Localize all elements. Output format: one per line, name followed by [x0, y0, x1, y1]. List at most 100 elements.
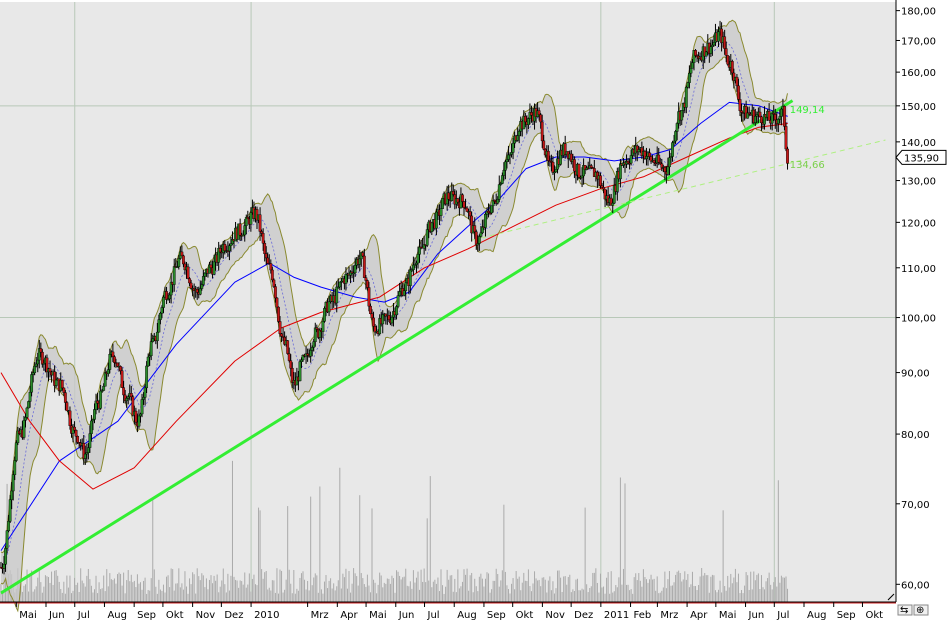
candle-body	[31, 372, 35, 375]
candle-body	[680, 110, 684, 121]
bollinger-upper-line	[0, 19, 788, 554]
candle-body	[408, 269, 412, 286]
bollinger-middle-line	[0, 40, 788, 569]
candle-body	[278, 321, 282, 334]
candle-body	[321, 321, 325, 332]
x-tick-label: 2011	[604, 610, 629, 621]
candle-body	[125, 398, 129, 402]
candle-body	[577, 163, 581, 178]
candle-body	[474, 231, 478, 246]
candle-body	[90, 420, 93, 434]
candle-body	[572, 159, 576, 172]
y-tick-label: 80,00	[901, 430, 930, 441]
candle-body	[335, 286, 339, 304]
y-tick-label: 60,00	[901, 580, 930, 591]
candle-body	[63, 392, 67, 403]
candle-body	[91, 419, 95, 422]
candle-body	[287, 353, 291, 361]
candle-body	[370, 313, 374, 319]
candle-body	[28, 391, 32, 402]
candle-body	[180, 251, 184, 257]
scroll-left-icon: ⇆	[900, 605, 908, 616]
candle-body	[151, 338, 155, 342]
candle-body	[465, 207, 469, 212]
x-tick-label: Nov	[196, 610, 216, 621]
candle-body	[663, 167, 667, 172]
candle-body	[309, 350, 313, 357]
candle-body	[45, 357, 49, 373]
y-tick-label: 140,00	[901, 138, 936, 149]
x-tick-label: Sep	[837, 610, 856, 621]
candle-body	[76, 436, 80, 443]
x-tick-label: Sep	[137, 610, 156, 621]
candle-body	[709, 46, 713, 54]
candle-body	[189, 282, 193, 289]
candle-body	[516, 135, 520, 141]
candle-body	[260, 231, 264, 234]
x-tick-label: Mrz	[660, 610, 678, 621]
candle-body	[372, 317, 375, 327]
candle-body	[760, 116, 763, 124]
candle-body	[689, 68, 693, 74]
candle-body	[13, 460, 17, 475]
candle-body	[462, 201, 466, 208]
candle-body	[537, 110, 541, 115]
candle-body	[540, 121, 544, 142]
scroll-controls[interactable]: ⇆ ⊕	[887, 593, 929, 616]
candle-body	[776, 119, 780, 124]
candle-body	[687, 72, 691, 83]
candle-body	[505, 159, 509, 163]
candle-body	[7, 521, 11, 531]
candle-body	[24, 417, 27, 421]
x-tick-label: Sep	[487, 610, 506, 621]
candle-body	[648, 152, 651, 157]
candle-body	[108, 354, 112, 370]
candle-body	[301, 354, 305, 361]
candle-body	[738, 99, 742, 111]
x-tick-label: Jul	[77, 610, 90, 621]
zoom-button[interactable]	[913, 604, 929, 616]
x-tick-label: 2010	[254, 610, 279, 621]
y-tick-label: 170,00	[901, 36, 936, 47]
moving-average-layer	[0, 101, 788, 551]
candle-body	[137, 415, 141, 427]
candle-body	[228, 245, 231, 252]
candle-body	[162, 296, 165, 308]
candle-body	[54, 379, 58, 386]
candle-body	[369, 305, 372, 314]
bollinger-lower-line	[0, 56, 788, 613]
candle-body	[767, 111, 771, 121]
candle-body	[83, 453, 87, 459]
candle-body	[203, 272, 207, 277]
scroll-left-button[interactable]	[897, 604, 913, 616]
trendline-layer	[0, 99, 886, 595]
y-tick-label: 150,00	[901, 102, 936, 113]
candle-body	[272, 279, 276, 287]
y-tick-label: 180,00	[901, 7, 936, 18]
candle-body	[390, 316, 394, 324]
candle-body	[209, 264, 213, 269]
candle-body	[88, 433, 92, 448]
candle-body	[62, 387, 66, 393]
x-tick-label: Jun	[398, 610, 415, 621]
candle-body	[770, 113, 774, 124]
candle-body	[599, 175, 602, 186]
x-tick-label: Jul	[776, 610, 789, 621]
candle-body	[159, 313, 162, 320]
candle-body	[243, 225, 247, 236]
candle-body	[672, 140, 676, 143]
candle-body	[510, 152, 513, 155]
last-price-label: 135,90	[904, 153, 939, 164]
candle-body	[657, 154, 661, 163]
candle-body	[758, 111, 762, 117]
candle-body	[100, 390, 104, 392]
candle-body	[238, 223, 242, 236]
resize-handle-icon[interactable]	[887, 593, 895, 601]
x-tick-label: Dez	[574, 610, 593, 621]
candle-body	[546, 150, 550, 161]
candle-body	[461, 194, 464, 202]
volume-layer	[0, 460, 789, 602]
candle-body	[99, 390, 103, 409]
candle-body	[786, 148, 789, 164]
candle-body	[710, 44, 714, 47]
